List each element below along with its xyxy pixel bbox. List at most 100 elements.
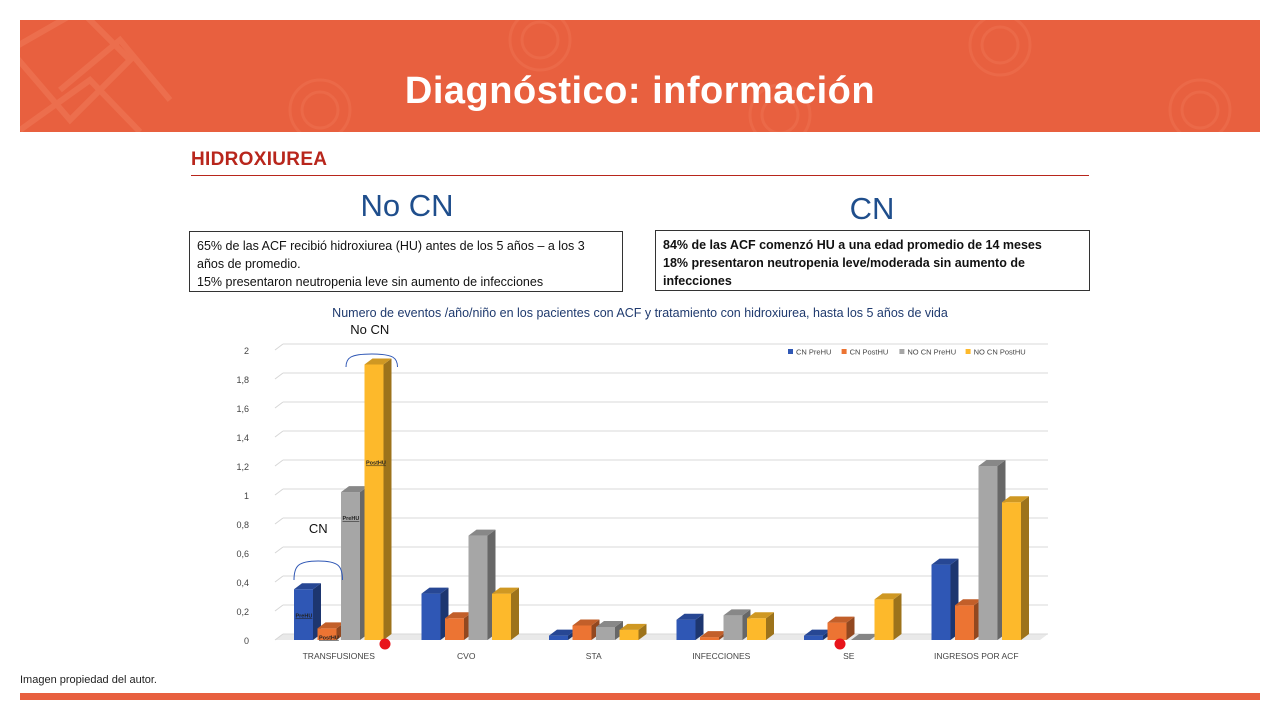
- section-title: HIDROXIUREA: [191, 149, 328, 170]
- bar: [827, 622, 847, 640]
- bar-side: [766, 612, 774, 640]
- bar-side: [313, 583, 321, 640]
- info-line: 18% presentaron neutropenia leve/moderad…: [663, 256, 1025, 288]
- bar-top: [723, 609, 751, 616]
- bar-side: [1021, 496, 1029, 640]
- bracket-cn: [293, 560, 343, 581]
- bar-top: [931, 558, 959, 565]
- gridline-diag: [274, 488, 284, 496]
- bar-side: [511, 587, 519, 640]
- info-box-no-cn: 65% de las ACF recibió hidroxiurea (HU) …: [189, 231, 623, 292]
- y-tick-label: 0: [244, 636, 249, 646]
- x-tick-label: INGRESOS POR ACF: [934, 651, 1019, 661]
- bar-top: [676, 613, 704, 620]
- group-heading-no-cn: No CN: [360, 188, 454, 223]
- bar-top: [1002, 496, 1029, 503]
- bar-top: [549, 629, 576, 636]
- info-line: 65% de las ACF recibió hidroxiurea (HU) …: [197, 239, 585, 271]
- bar-top: [445, 612, 472, 619]
- page-title: Diagnóstico: información: [404, 70, 876, 112]
- bar: [468, 535, 488, 640]
- bar: [572, 625, 592, 640]
- bar-top: [572, 619, 600, 626]
- x-tick-label: CVO: [457, 651, 476, 661]
- bar-data-label: PreHU: [296, 613, 313, 619]
- y-tick-label: 0,8: [236, 520, 249, 530]
- bar: [596, 626, 615, 640]
- bar-side: [846, 616, 855, 640]
- legend-swatch: [788, 349, 793, 354]
- bar-top: [955, 599, 982, 606]
- y-tick-label: 2: [244, 346, 249, 356]
- bar: [874, 599, 894, 640]
- bar-top: [978, 460, 1006, 466]
- bar-top: [364, 358, 392, 365]
- bracket-no-cn: [345, 353, 398, 368]
- legend-swatch: [965, 349, 971, 354]
- bar-data-label: PostHU: [366, 461, 386, 467]
- legend-entry: NO CN PreHU: [907, 348, 956, 357]
- legend-entry: NO CN PostHU: [974, 348, 1026, 357]
- y-tick-label: 1: [244, 491, 249, 501]
- bar-top: [619, 623, 647, 630]
- bar: [492, 593, 511, 640]
- bar: [341, 492, 360, 640]
- bar: [676, 619, 696, 640]
- gridline-diag: [274, 401, 284, 409]
- bar-data-label: PreHU: [343, 516, 360, 522]
- bar: [747, 618, 766, 640]
- bar-top: [341, 486, 368, 493]
- bar-side: [695, 613, 704, 640]
- y-tick-label: 1,6: [236, 404, 249, 414]
- x-tick-label: INFECCIONES: [692, 651, 750, 661]
- bar: [700, 637, 719, 640]
- bracket-label-no-cn: No CN: [350, 322, 389, 337]
- legend-swatch: [841, 349, 847, 354]
- y-tick-label: 1,2: [236, 462, 249, 472]
- gridline-diag: [274, 343, 284, 351]
- bar: [723, 615, 743, 640]
- bar-top: [468, 529, 496, 536]
- bar: [955, 605, 974, 640]
- gridline-diag: [274, 575, 284, 583]
- bar-top: [874, 593, 902, 600]
- info-box-cn: 84% de las ACF comenzó HU a una edad pro…: [655, 230, 1090, 291]
- bar-top: [827, 616, 855, 623]
- red-dot-marker: [379, 638, 391, 650]
- x-tick-label: TRANSFUSIONES: [303, 651, 376, 661]
- bar-side: [638, 623, 647, 640]
- bar-side: [383, 358, 392, 640]
- chart-title: Numero de eventos /año/niño en los pacie…: [332, 306, 948, 320]
- bar-top: [294, 583, 321, 590]
- bar: [294, 589, 313, 640]
- gridline-diag: [274, 459, 284, 467]
- bar-top: [804, 629, 831, 636]
- info-line: 15% presentaron neutropenia leve sin aum…: [197, 275, 544, 289]
- bar: [445, 618, 464, 640]
- bar-top: [700, 631, 727, 638]
- y-tick-label: 0,2: [236, 607, 249, 617]
- gridline-diag: [274, 430, 284, 438]
- bar-data-label: PostHU: [319, 635, 339, 641]
- bar-top: [317, 622, 345, 629]
- y-tick-label: 1,4: [236, 433, 249, 443]
- bar: [931, 564, 951, 640]
- bar-top: [492, 587, 519, 594]
- x-tick-label: SE: [843, 651, 855, 661]
- bar-top: [421, 587, 449, 594]
- bar: [549, 635, 568, 640]
- bar: [851, 634, 878, 640]
- info-line: 84% de las ACF comenzó HU a una edad pro…: [663, 238, 1042, 252]
- bar: [1002, 502, 1021, 640]
- bar: [804, 635, 823, 640]
- header-banner: Diagnóstico: información: [20, 20, 1260, 132]
- legend-swatch: [899, 349, 905, 354]
- legend-entry: CN PostHU: [850, 348, 889, 357]
- legend-entry: CN PreHU: [796, 348, 831, 357]
- y-tick-label: 0,6: [236, 549, 249, 559]
- bar: [619, 629, 639, 640]
- banner-pattern: [20, 20, 1232, 132]
- bar: [364, 364, 384, 640]
- group-heading-cn: CN: [849, 191, 895, 226]
